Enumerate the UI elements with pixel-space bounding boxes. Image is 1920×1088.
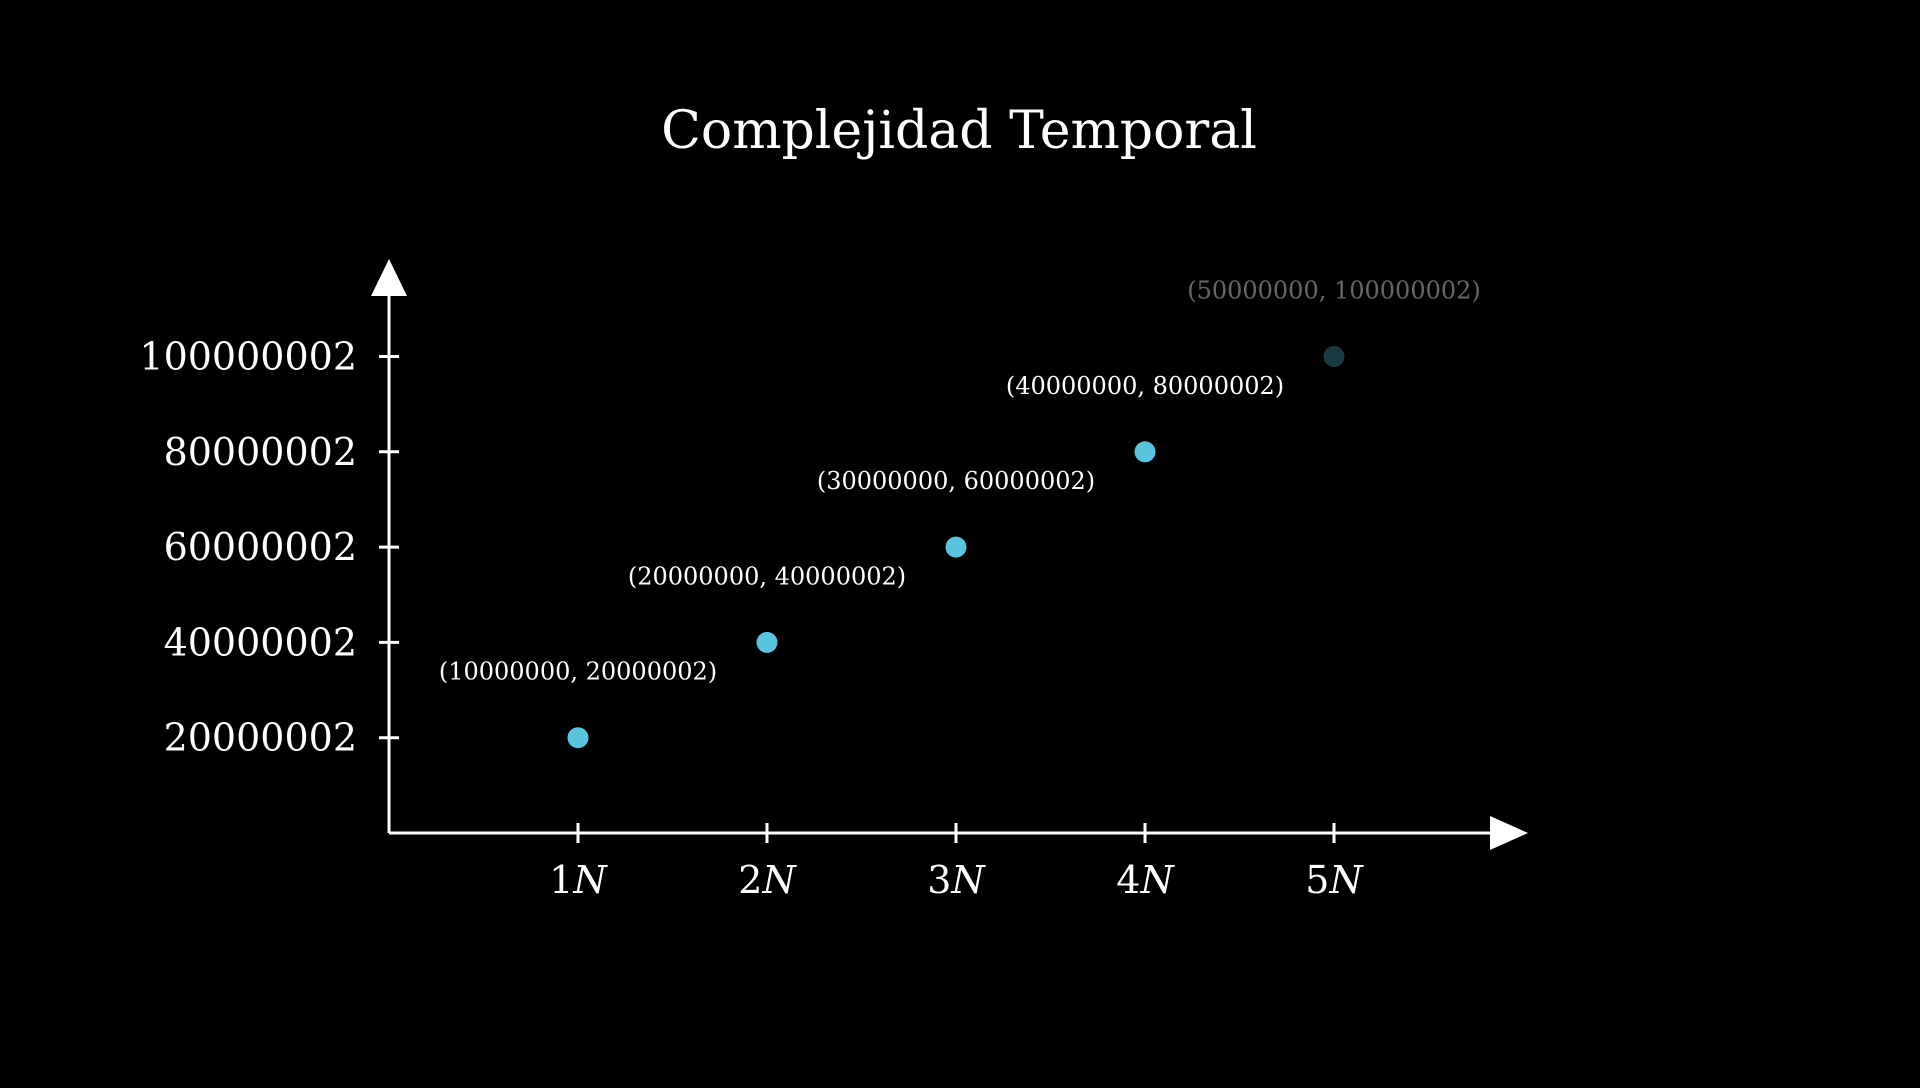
x-tick-label: 4N [1116,858,1175,902]
data-label: (50000000, 100000002) [1187,277,1481,305]
chart-title: Complejidad Temporal [661,101,1257,161]
y-tick-label: 100000002 [139,335,357,379]
y-ticks: 20000002 40000002 60000002 80000002 10000000… [139,335,399,760]
y-tick-label: 40000002 [164,620,357,664]
x-axis-arrow [1490,816,1528,850]
data-point [1323,346,1345,367]
data-point [756,631,778,653]
data-point [1134,441,1156,463]
x-ticks: 1N 2N 3N 4N 5N [549,823,1364,902]
axes [371,259,1528,850]
y-tick-label: 80000002 [164,430,357,474]
y-tick-label: 20000002 [164,716,357,760]
x-tick-label: 3N [927,858,986,902]
y-axis-arrow [371,259,407,296]
x-tick-label: 2N [738,858,797,902]
data-point [567,727,589,749]
data-label: (30000000, 60000002) [817,467,1095,495]
point-labels: (10000000, 20000002) (20000000, 40000002)… [439,277,1481,686]
data-label: (20000000, 40000002) [628,562,906,590]
data-label: (10000000, 20000002) [439,658,717,686]
data-label: (40000000, 80000002) [1006,372,1284,400]
x-tick-label: 5N [1305,858,1364,902]
data-points [567,346,1345,749]
y-tick-label: 60000002 [164,525,357,569]
data-point [945,536,967,558]
x-tick-label: 1N [549,858,608,902]
